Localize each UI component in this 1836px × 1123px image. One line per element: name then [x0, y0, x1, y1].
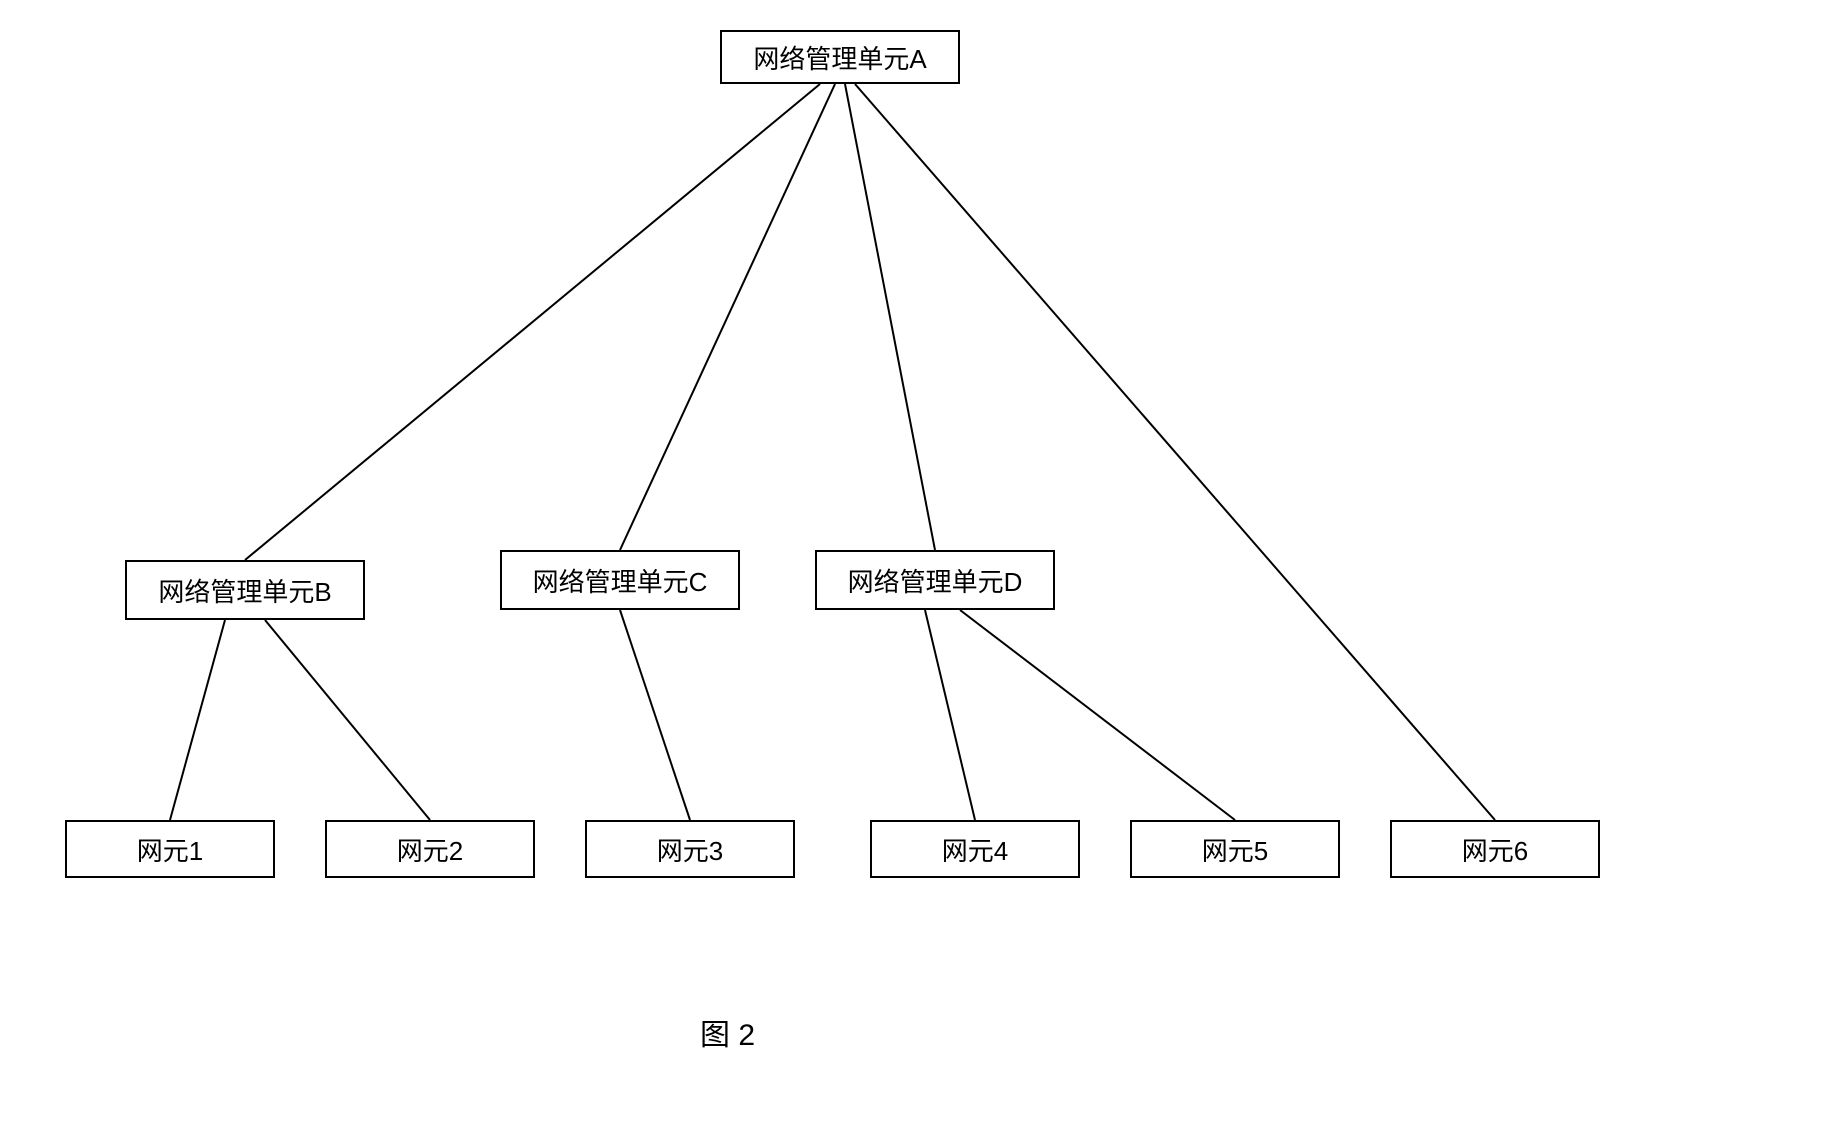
node-label: 网络管理单元D [848, 562, 1023, 599]
edge-B-N1 [170, 620, 225, 820]
edge-A-B [245, 84, 820, 560]
node-element-4: 网元4 [870, 820, 1080, 878]
node-element-1: 网元1 [65, 820, 275, 878]
node-label: 网元5 [1202, 831, 1268, 868]
edge-A-D [845, 84, 935, 550]
node-element-6: 网元6 [1390, 820, 1600, 878]
edge-D-N5 [960, 610, 1235, 820]
node-element-5: 网元5 [1130, 820, 1340, 878]
tree-diagram: 网络管理单元A 网络管理单元B 网络管理单元C 网络管理单元D 网元1 网元2 … [0, 0, 1836, 1123]
node-root-a: 网络管理单元A [720, 30, 960, 84]
node-c: 网络管理单元C [500, 550, 740, 610]
node-b: 网络管理单元B [125, 560, 365, 620]
node-label: 网络管理单元C [533, 562, 708, 599]
node-label: 网元6 [1462, 831, 1528, 868]
node-label: 网络管理单元B [158, 572, 331, 609]
edge-C-N3 [620, 610, 690, 820]
edge-D-N4 [925, 610, 975, 820]
figure-caption: 图 2 [700, 1010, 755, 1054]
node-label: 网元1 [137, 831, 203, 868]
node-element-3: 网元3 [585, 820, 795, 878]
node-label: 网络管理单元A [753, 39, 926, 76]
edge-B-N2 [265, 620, 430, 820]
node-label: 网元2 [397, 831, 463, 868]
node-element-2: 网元2 [325, 820, 535, 878]
node-label: 网元4 [942, 831, 1008, 868]
edge-A-N6 [855, 84, 1495, 820]
node-d: 网络管理单元D [815, 550, 1055, 610]
node-label: 网元3 [657, 831, 723, 868]
edge-A-C [620, 84, 835, 550]
caption-text: 图 2 [700, 1019, 755, 1052]
